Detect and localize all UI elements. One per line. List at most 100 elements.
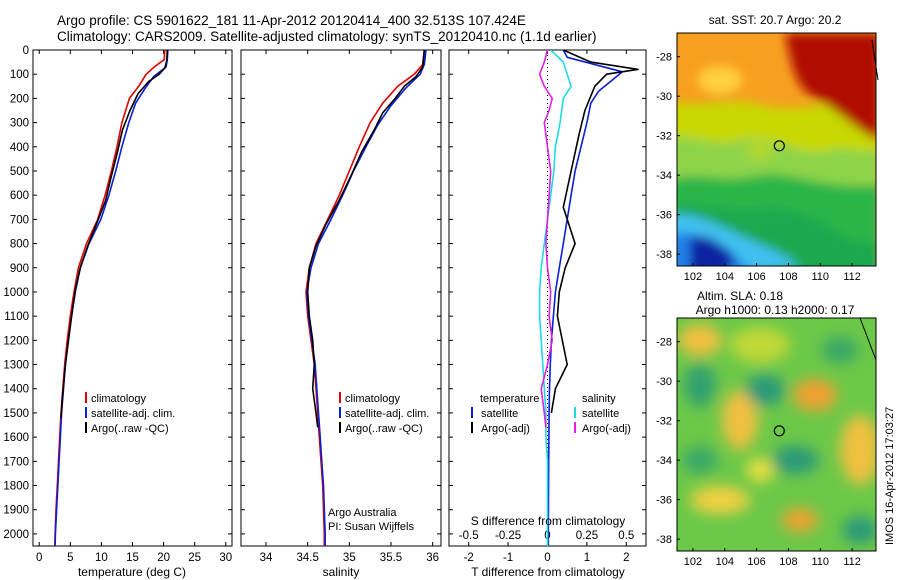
sla-lat-ticks: -28 -30 -32 -34 -36 -38 [656, 337, 680, 546]
depth-tick-label: 700 [10, 214, 29, 226]
x-tick-label: 15 [126, 552, 139, 564]
annotation-argo-australia: Argo Australia [328, 507, 397, 519]
legend-label-t-argo: Argo(-adj) [481, 423, 530, 435]
salinity-panel: 34 34.5 35 35.5 36 climatology satellite-adj… [240, 49, 442, 579]
lon-tick-label: 108 [779, 271, 797, 283]
lon-tick-label: 106 [747, 556, 765, 568]
t-difference-xlabel: T difference from climatology [471, 565, 625, 579]
sla-map-subtitle: Argo h1000: 0.13 h2000: 0.17 [696, 303, 855, 317]
sst-map-panel: sat. SST: 20.7 Argo: 20.2 102 104 106 108 11… [656, 13, 879, 283]
lat-tick-label: -38 [656, 249, 672, 261]
lon-tick-label: 110 [812, 556, 830, 568]
imos-timestamp: IMOS 16-Apr-2012 17:03:27 [884, 407, 896, 545]
lon-tick-label: 102 [684, 556, 702, 568]
sla-map-title: Altim. SLA: 0.18 [697, 289, 783, 303]
depth-tick-label: 100 [10, 69, 29, 81]
difference-lines [538, 50, 639, 546]
depth-axis-ticks: 0 100 200 300 400 500 600 700 800 900 1000 1100 1200… [3, 45, 232, 541]
legend-label-satellite: satellite-adj. clim. [91, 408, 175, 420]
legend-label-t-satellite: satellite [481, 408, 518, 420]
depth-tick-label: 200 [10, 93, 29, 105]
x-tick-label: -2 [464, 552, 474, 564]
lon-tick-label: 104 [716, 271, 734, 283]
t-difference-axis-ticks: -2 -1 0 1 2 [464, 50, 630, 564]
lon-tick-label: 112 [843, 556, 861, 568]
sla-coastline [859, 317, 877, 361]
salinity-axes-frame [240, 49, 442, 547]
salinity-depth-ticks [241, 49, 441, 535]
sla-map-frame [676, 317, 877, 552]
difference-panel: -2 -1 0 1 2 -0.5 -0.25 0 0.25 0.5 temperature sa… [448, 49, 647, 579]
sla-lon-ticks: 102 104 106 108 110 112 [684, 548, 861, 568]
x-tick-label: 34.5 [296, 552, 318, 564]
lon-tick-label: 104 [716, 556, 734, 568]
s-tick-label: 0.25 [576, 530, 598, 542]
x-tick-label: 36 [426, 552, 439, 564]
argo-position-marker [773, 425, 785, 437]
lat-tick-label: -28 [656, 52, 672, 64]
x-tick-label: 25 [188, 552, 201, 564]
s-difference-axis-ticks: -0.5-0.2500.250.5 [459, 530, 635, 542]
temperature-panel: 0100200300400500600700800900100011001200… [3, 45, 233, 579]
legend-label-s-satellite: satellite [582, 408, 619, 420]
temperature-lines [54, 50, 169, 546]
x-tick-label: 0 [36, 552, 42, 564]
lat-tick-label: -28 [656, 337, 672, 349]
depth-tick-label: 0 [23, 45, 29, 57]
x-tick-label: 35 [343, 552, 356, 564]
depth-tick-label: 1000 [3, 287, 29, 299]
lon-tick-label: 110 [812, 271, 830, 283]
lat-tick-label: -34 [656, 170, 672, 182]
lat-tick-label: -32 [656, 131, 672, 143]
depth-tick-label: 1100 [4, 311, 29, 323]
temperature-axes-frame [32, 49, 233, 547]
sla-map-panel: Altim. SLA: 0.18 Argo h1000: 0.13 h2000:… [656, 289, 877, 568]
legend-label-s-argo: Argo(-adj) [582, 423, 631, 435]
x-tick-label: 1 [584, 552, 590, 564]
legend-title-salinity: salinity [582, 393, 616, 405]
depth-tick-label: 600 [10, 190, 29, 202]
salinity-lines [305, 50, 427, 546]
depth-tick-label: 2000 [3, 529, 29, 541]
sst-coastline [871, 39, 879, 81]
lon-tick-label: 112 [843, 271, 861, 283]
lat-tick-label: -30 [656, 376, 672, 388]
legend-label-climatology: climatology [91, 393, 147, 405]
sst-lat-ticks: -28 -30 -32 -34 -36 -38 [656, 52, 680, 261]
depth-tick-label: 1200 [3, 335, 29, 347]
legend-label-argo: Argo(..raw -QC) [91, 423, 169, 435]
salinity-axis-ticks: 34 34.5 35 35.5 36 [260, 50, 439, 564]
x-tick-label: 34 [260, 552, 273, 564]
lat-tick-label: -38 [656, 534, 672, 546]
x-tick-label: 30 [219, 552, 232, 564]
sst-map-frame [676, 32, 877, 267]
header-line1: Argo profile: CS 5901622_181 11-Apr-2012… [57, 13, 526, 28]
lat-tick-label: -30 [656, 91, 672, 103]
lat-tick-label: -34 [656, 455, 672, 467]
legend-label-climatology: climatology [345, 393, 401, 405]
s-tick-label: -0.5 [459, 530, 479, 542]
sst-map-title: sat. SST: 20.7 Argo: 20.2 [709, 13, 842, 27]
series-line-temperature-satellite [547, 50, 624, 546]
depth-tick-label: 900 [10, 263, 29, 275]
x-tick-label: -1 [503, 552, 513, 564]
difference-depth-ticks [449, 49, 646, 535]
series-line-argo-raw-qc- [60, 50, 169, 418]
depth-tick-label: 1900 [3, 505, 29, 517]
argo-position-marker [773, 140, 785, 152]
x-tick-label: 5 [67, 552, 73, 564]
depth-tick-label: 1500 [3, 408, 29, 420]
x-tick-label: 10 [95, 552, 108, 564]
sst-field [677, 33, 876, 266]
series-line-argo-raw-qc- [306, 50, 426, 428]
depth-tick-label: 400 [10, 142, 29, 154]
lat-tick-label: -36 [656, 495, 672, 507]
depth-tick-label: 1300 [3, 360, 29, 372]
series-line-temperature-argo-adj- [550, 50, 639, 414]
sla-field [677, 318, 876, 551]
lat-tick-label: -32 [656, 416, 672, 428]
lat-tick-label: -36 [656, 210, 672, 222]
temperature-legend: climatology satellite-adj. clim. Argo(..… [85, 392, 175, 435]
x-tick-label: 35.5 [380, 552, 402, 564]
